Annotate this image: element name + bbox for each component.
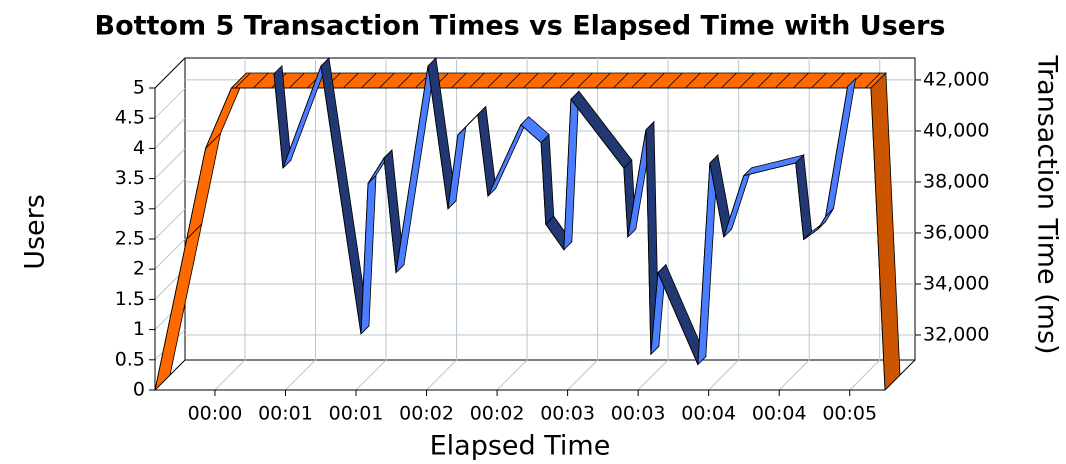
y-tick-label: 2.5 <box>115 228 145 250</box>
grid-line <box>154 148 186 179</box>
y2-tick-label: 36,000 <box>923 221 989 243</box>
grid-line <box>154 118 186 149</box>
hatch <box>793 72 809 89</box>
hatch <box>811 72 827 89</box>
hatch <box>343 72 359 89</box>
hatch <box>559 72 575 89</box>
hatch <box>649 72 665 89</box>
y-tick-label: 3 <box>133 197 145 219</box>
y-tick-label: 4 <box>133 137 145 159</box>
x-tick-label: 00:04 <box>681 403 736 425</box>
hatch <box>703 72 719 89</box>
y-tick-label: 2 <box>133 258 145 280</box>
y-tick-label: 0 <box>133 379 145 401</box>
hatch <box>505 72 521 89</box>
grid-line <box>849 359 881 391</box>
y2-axis-title: Transaction Time (ms) <box>1032 54 1063 354</box>
grid-line <box>708 359 740 391</box>
y2-tick-label: 34,000 <box>923 272 989 294</box>
y-tick-label: 5 <box>133 77 145 99</box>
x-tick-label: 00:02 <box>470 403 525 425</box>
y2-tick-label: 42,000 <box>923 68 989 90</box>
y-tick-label: 3.5 <box>115 167 145 189</box>
x-tick-label: 00:04 <box>752 403 807 425</box>
hatch <box>361 72 377 89</box>
hatch <box>469 72 485 89</box>
x-tick-label: 00:02 <box>399 403 454 425</box>
hatch <box>685 72 701 89</box>
grid-line <box>426 359 457 391</box>
grid-line <box>637 359 669 391</box>
hatch <box>721 72 737 89</box>
hatch <box>487 72 503 89</box>
series-line <box>273 64 849 365</box>
x-tick-label: 00:01 <box>329 403 384 425</box>
y-tick-label: 0.5 <box>115 348 145 370</box>
hatch <box>253 72 269 89</box>
grid-line <box>567 359 598 391</box>
y2-tick-label: 38,000 <box>923 170 989 192</box>
hatch <box>613 72 629 89</box>
x-tick-label: 00:00 <box>188 403 243 425</box>
grid-line <box>154 238 186 270</box>
y2-tick-label: 32,000 <box>923 324 989 346</box>
y2-tick-label: 40,000 <box>923 119 989 141</box>
hatch <box>451 72 467 89</box>
grid-line <box>496 359 528 391</box>
grid-line <box>154 87 186 119</box>
hatch <box>397 72 413 89</box>
y-tick-label: 1 <box>133 318 145 340</box>
grid-line <box>214 359 246 391</box>
hatch <box>739 72 755 89</box>
x-tick-label: 00:03 <box>540 403 595 425</box>
hatch <box>235 72 251 89</box>
hatch <box>523 72 539 89</box>
grid-line <box>154 208 186 240</box>
hatch <box>379 72 395 89</box>
hatch <box>829 72 845 89</box>
x-axis-title: Elapsed Time <box>430 431 611 462</box>
grid-line <box>154 178 186 210</box>
hatch <box>865 72 881 89</box>
hatch <box>667 72 683 89</box>
grid-line <box>285 359 316 391</box>
hatch <box>631 72 647 89</box>
hatch <box>289 72 305 89</box>
hatch <box>595 72 611 89</box>
chart-title: Bottom 5 Transaction Times vs Elapsed Ti… <box>94 11 945 42</box>
grid-line <box>355 359 387 391</box>
grid-line <box>778 359 810 391</box>
y-axis-title: Users <box>20 194 51 270</box>
y-tick-label: 1.5 <box>115 288 145 310</box>
hatch <box>757 72 773 89</box>
y-tick-label: 4.5 <box>115 107 145 129</box>
series-line <box>154 87 886 391</box>
x-tick-label: 00:03 <box>611 403 666 425</box>
x-tick-label: 00:05 <box>822 403 877 425</box>
hatch <box>577 72 593 89</box>
x-tick-label: 00:01 <box>258 403 313 425</box>
hatch <box>541 72 557 89</box>
hatch <box>775 72 791 89</box>
